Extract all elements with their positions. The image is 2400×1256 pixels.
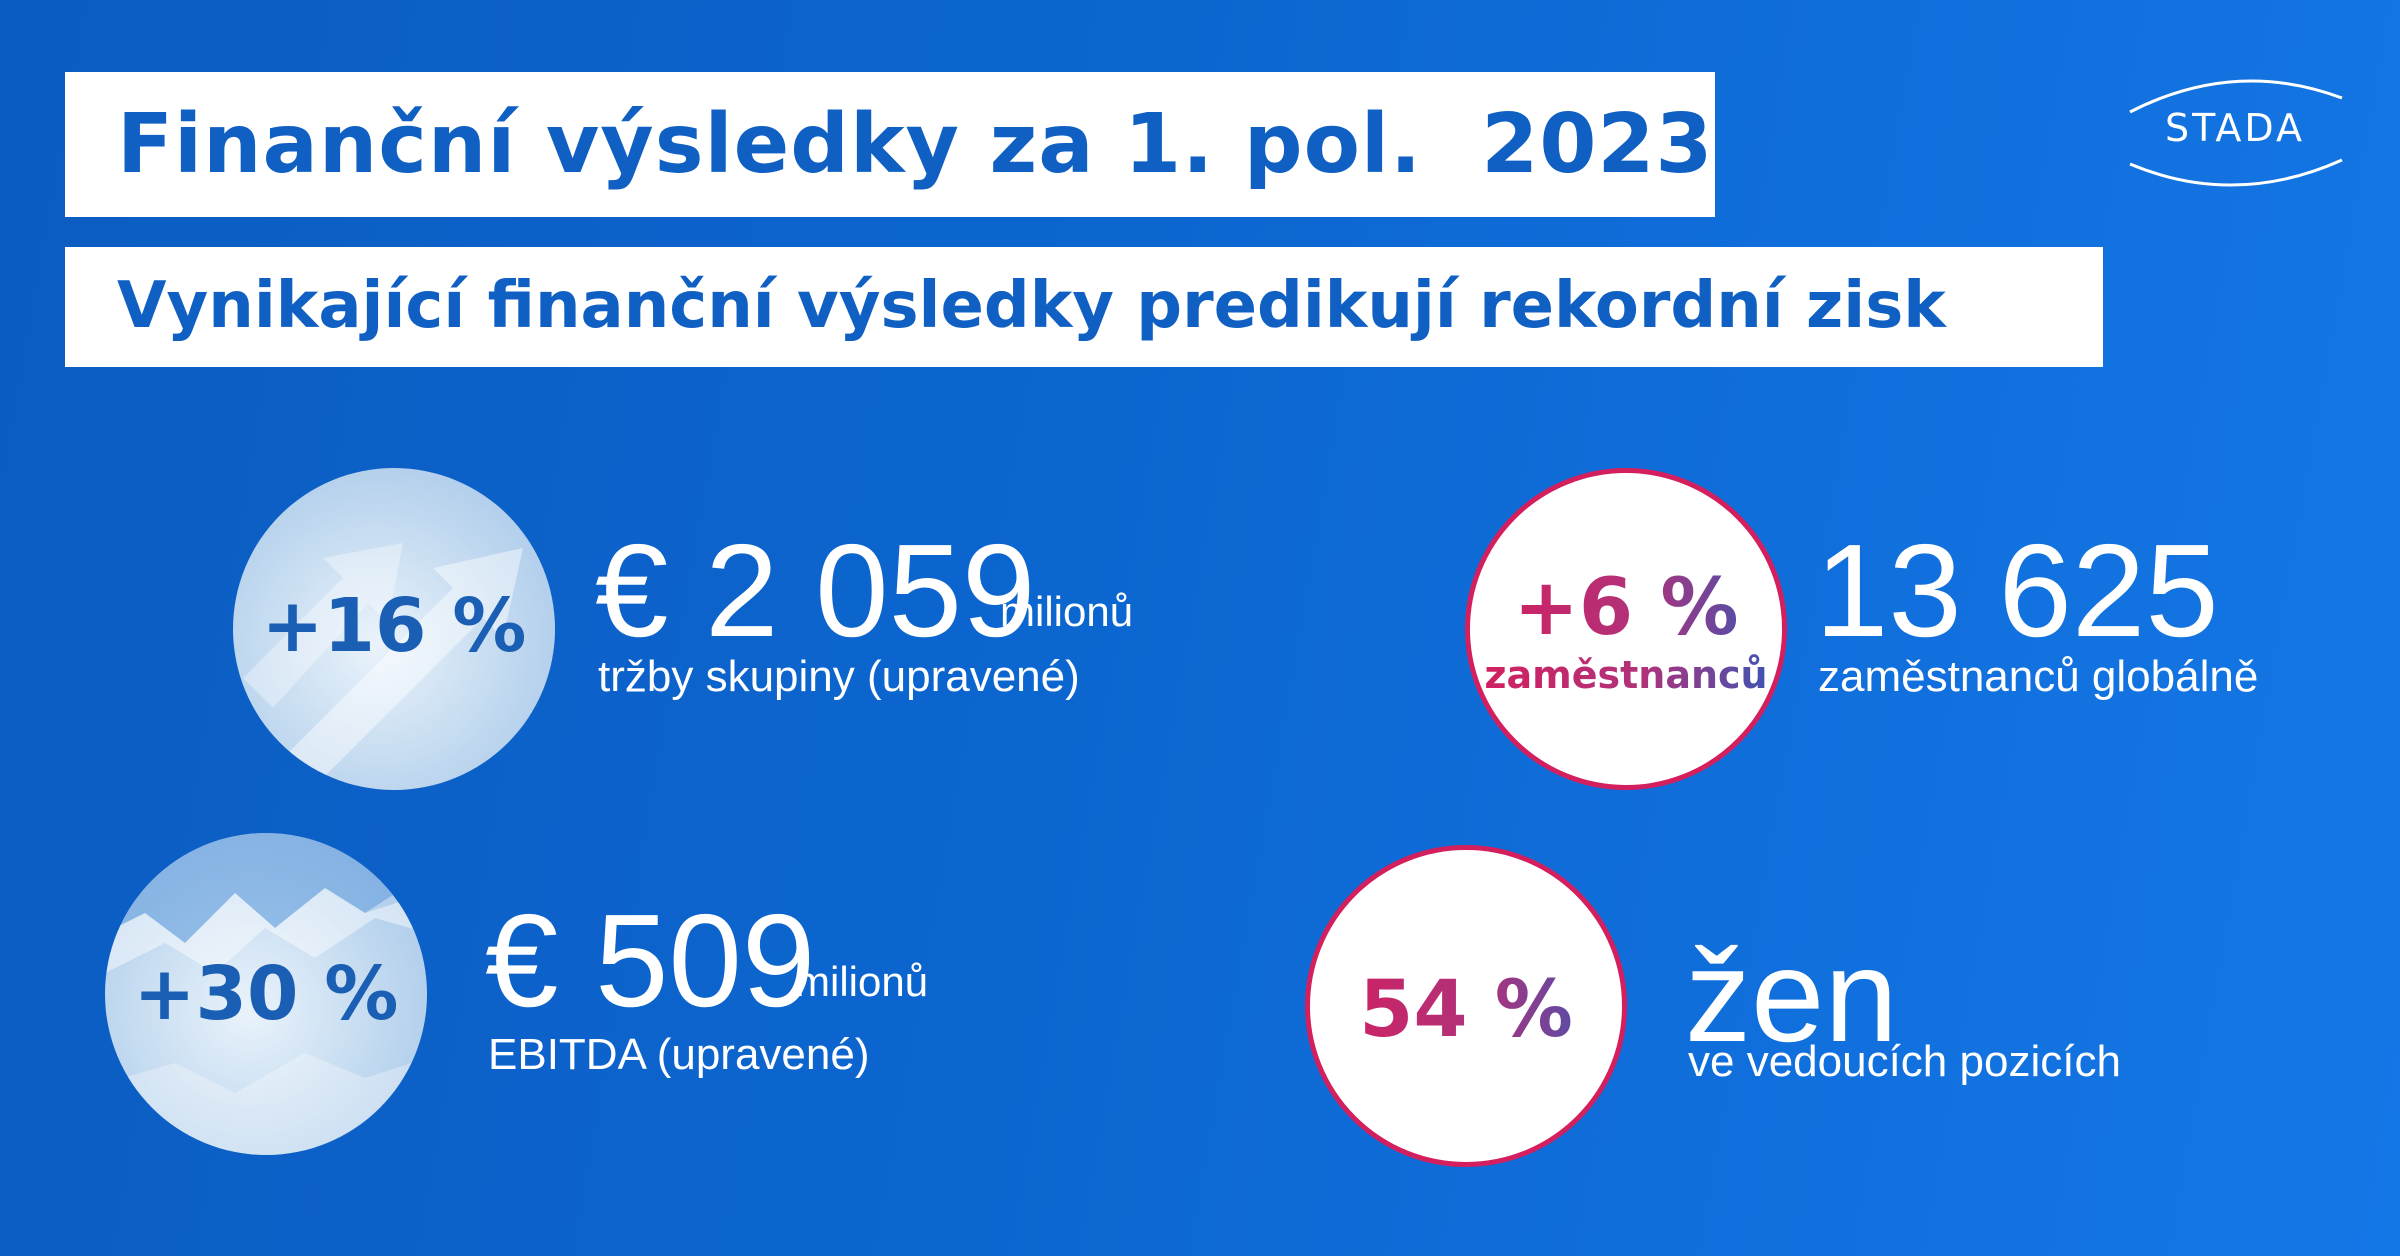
title-banner: Finanční výsledky za 1. pol. 2023 bbox=[65, 72, 1715, 217]
page-title: Finanční výsledky za 1. pol. 2023 bbox=[117, 97, 1714, 192]
revenue-value: € 2 059 bbox=[595, 517, 1036, 664]
growth-arrow-badge: +16 % bbox=[233, 468, 555, 790]
women-share-badge: 54 % bbox=[1305, 845, 1627, 1167]
stada-logo: STADA bbox=[2120, 68, 2350, 193]
logo-text: STADA bbox=[2165, 106, 2305, 150]
employee-growth-pct: +6 % bbox=[1470, 563, 1782, 653]
page-subtitle: Vynikající finanční výsledky predikují r… bbox=[117, 269, 1946, 343]
ebitda-unit: milionů bbox=[795, 958, 929, 1005]
women-label: žen bbox=[1685, 922, 1898, 1069]
revenue-description: tržby skupiny (upravené) bbox=[598, 652, 1080, 701]
ebitda-value: € 509 bbox=[485, 887, 816, 1034]
revenue-growth-pct: +16 % bbox=[261, 583, 527, 669]
revenue-unit: milionů bbox=[1000, 588, 1134, 635]
growth-chart-badge: +30 % bbox=[105, 833, 427, 1155]
employee-count: 13 625 bbox=[1815, 517, 2219, 664]
employee-description: zaměstnanců globálně bbox=[1818, 652, 2259, 701]
ebitda-growth-pct: +30 % bbox=[133, 951, 399, 1037]
ebitda-description: EBITDA (upravené) bbox=[488, 1030, 870, 1079]
employee-growth-badge: +6 % zaměstnanců bbox=[1465, 468, 1787, 790]
women-description: ve vedoucích pozicích bbox=[1688, 1037, 2121, 1086]
women-share-pct: 54 % bbox=[1310, 965, 1622, 1055]
subtitle-banner: Vynikající finanční výsledky predikují r… bbox=[65, 247, 2103, 367]
employee-growth-label: zaměstnanců bbox=[1470, 653, 1782, 697]
